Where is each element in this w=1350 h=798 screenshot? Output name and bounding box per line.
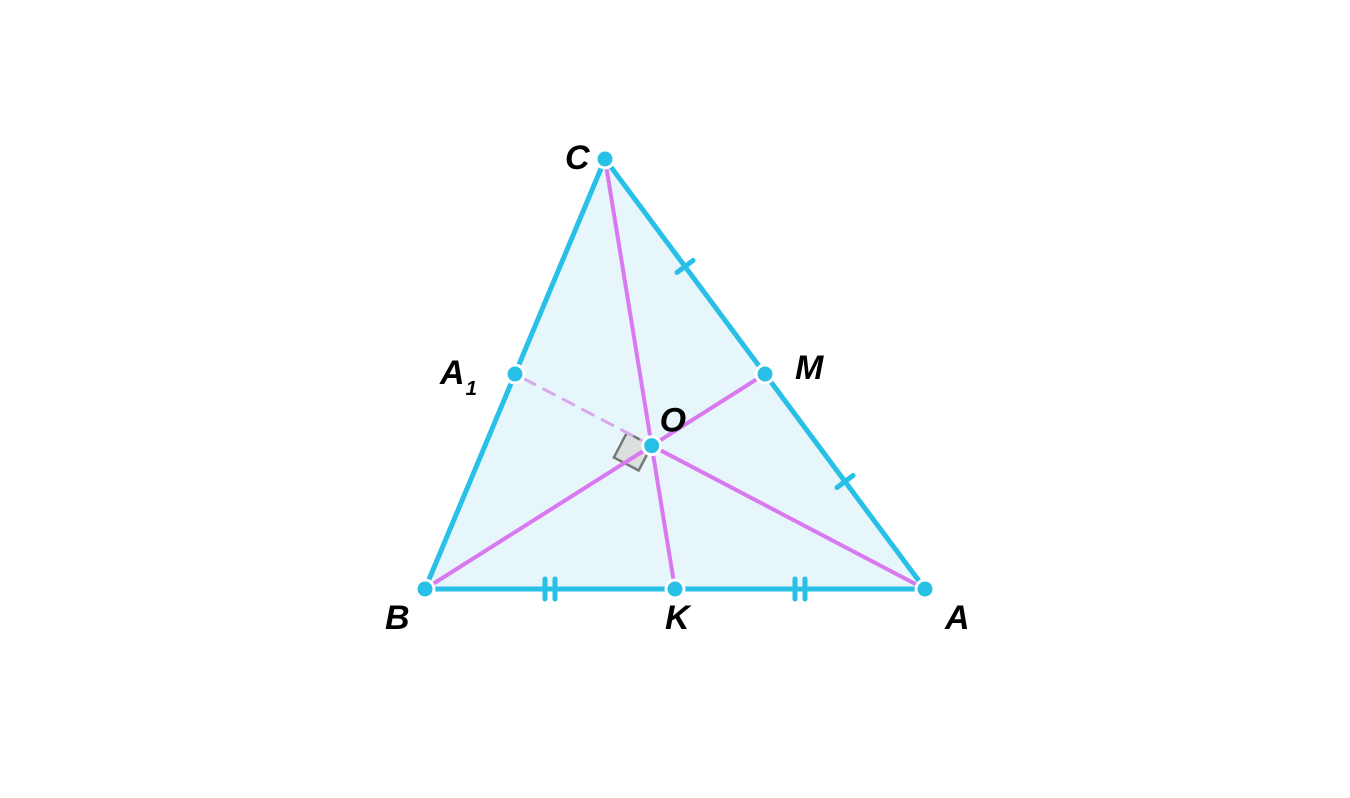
label-A: A [944,599,970,637]
label-C: C [565,139,590,177]
point-A [916,580,934,598]
label-K: K [665,599,692,637]
point-A1 [506,365,524,383]
point-C [596,150,614,168]
point-O [643,437,661,455]
diagram-svg: A B C K M O A1 [315,89,1035,709]
point-B [416,580,434,598]
label-M: M [795,349,824,387]
point-M [756,365,774,383]
geometry-diagram: A B C K M O A1 [315,89,1035,709]
point-K [666,580,684,598]
label-O: O [660,402,686,440]
label-B: B [385,599,410,637]
label-A1: A1 [439,354,477,400]
triangle-abc [425,159,925,589]
